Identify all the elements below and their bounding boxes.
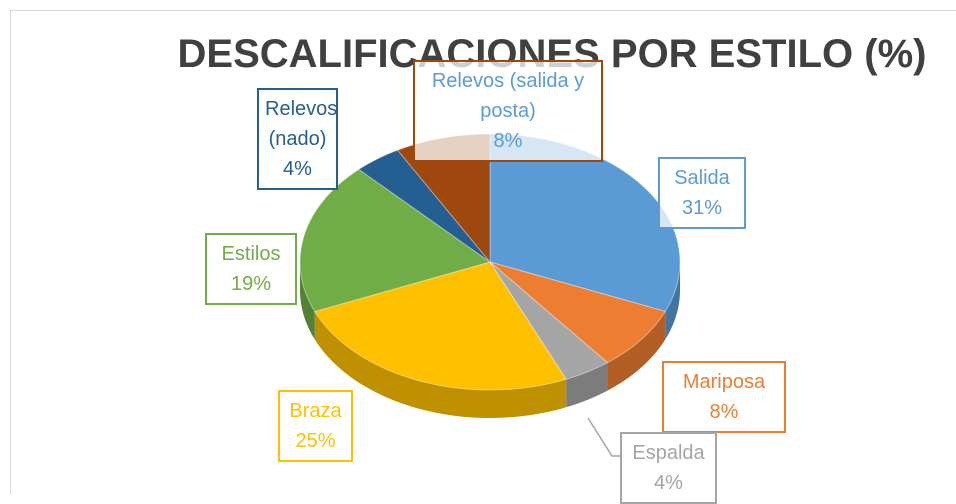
data-label: Relevos (salida y posta)8% <box>413 60 603 162</box>
label-name: Estilos <box>213 239 289 269</box>
label-value: 19% <box>213 269 289 299</box>
label-name: Relevos (nado) <box>265 94 330 154</box>
label-name: Relevos (salida y posta) <box>421 66 595 126</box>
label-name: Salida <box>666 163 738 193</box>
label-value: 31% <box>666 193 738 223</box>
label-value: 8% <box>670 397 778 427</box>
label-name: Mariposa <box>670 367 778 397</box>
label-name: Espalda <box>628 438 709 468</box>
data-label: Relevos (nado)4% <box>257 88 338 190</box>
label-value: 4% <box>265 154 330 184</box>
label-name: Braza <box>286 396 345 426</box>
leader-line <box>588 418 622 456</box>
label-value: 25% <box>286 426 345 456</box>
label-value: 8% <box>421 126 595 156</box>
